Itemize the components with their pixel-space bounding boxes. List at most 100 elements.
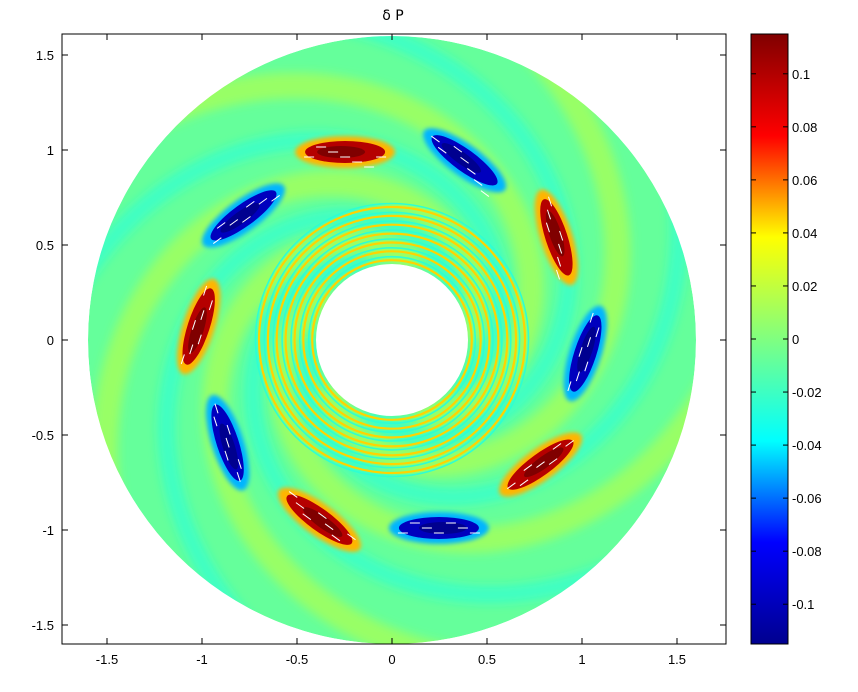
velocity-arrow [548,458,558,465]
velocity-arrow [214,403,219,414]
velocity-arrow [552,443,562,450]
velocity-arrow-group [304,146,387,168]
colorbar-ticks: 0.1 0.08 0.06 0.04 0.02 0 -0.02 -0.04 -0.06 -0.08… [751,67,822,612]
velocity-arrow [557,256,562,267]
colorbar-tick-label: -0.04 [792,438,822,453]
velocity-arrow [258,197,268,205]
colorbar-tick-label: 0.1 [792,67,810,82]
velocity-arrow [546,209,552,220]
velocity-arrow-group [431,135,490,197]
velocity-arrow [226,424,231,435]
velocity-arrow [437,146,447,154]
velocity-arrow-group [397,522,480,534]
y-tick-label: 0.5 [36,238,54,253]
velocity-arrow [324,523,334,531]
velocity-arrow [555,269,561,280]
velocity-arrow [584,361,589,372]
inner-ring [257,205,527,475]
colorbar-tick-label: -0.06 [792,491,822,506]
velocity-arrow-group [545,196,564,280]
inner-ring-trough [272,220,512,460]
inner-ring [284,232,500,448]
velocity-arrow-group [180,285,213,365]
x-tick-label: -0.5 [286,652,308,667]
velocity-arrow [200,310,205,320]
inner-ring [311,259,473,421]
x-tick-label: -1 [196,652,208,667]
velocity-arrow [507,482,516,490]
velocity-arrow [180,354,185,365]
velocity-arrow [589,312,594,323]
velocity-arrow-group [212,194,280,244]
velocity-arrow-group [567,312,600,392]
velocity-arrow [331,534,341,542]
plot-area: -1.5 -1 -0.5 0 0.5 1 1.5 -1.5 -1 -0.5 0 0.5 1 1.5 [32,33,727,667]
velocity-arrow [523,464,533,471]
velocity-arrow [480,190,490,197]
velocity-arrow [229,219,239,226]
high-pressure-lobe [177,278,221,375]
velocity-arrow [224,450,229,461]
low-pressure-lobe [388,512,489,544]
inner-ring [275,223,509,457]
y-tick-label: 1.5 [36,48,54,63]
inner-ring-trough [281,229,503,451]
velocity-arrow [575,371,580,382]
inner-ring [266,214,518,466]
low-pressure-lobe [563,305,607,402]
velocity-arrow [237,459,242,469]
y-tick-label: -1 [42,523,54,538]
y-tick-label: -0.5 [32,428,54,443]
velocity-arrow [189,344,194,355]
pressure-field [88,36,696,644]
velocity-arrow [236,472,241,482]
x-tick-label: -1.5 [96,652,118,667]
velocity-arrow [208,300,213,311]
velocity-arrow [565,440,574,447]
pressure-lobes [177,128,607,552]
colorbar-tick-label: 0.04 [792,226,817,241]
velocity-arrow [567,381,572,392]
colorbar-tick-label: 0.08 [792,120,817,135]
x-axis-ticks: -1.5 -1 -0.5 0 0.5 1 1.5 [96,34,686,667]
colorbar-tick-label: 0 [792,332,799,347]
velocity-arrow [216,222,226,229]
velocity-arrow [347,533,356,541]
velocity-arrow [213,416,218,427]
velocity-arrow [559,230,564,241]
colorbar: 0.1 0.08 0.06 0.04 0.02 0 -0.02 -0.04 -0.06 -0.08… [750,33,822,645]
inner-ring-trough [254,202,530,478]
velocity-arrow [453,145,463,153]
velocity-arrow [431,135,440,143]
velocity-arrow [519,479,529,487]
velocity-arrow-group [507,440,574,490]
inner-ring-trough [298,247,485,433]
high-pressure-lobe [295,136,396,168]
velocity-arrow [317,512,327,519]
velocity-arrow [212,237,222,244]
x-tick-label: 1.5 [668,652,686,667]
colorbar-tick-label: 0.06 [792,173,817,188]
velocity-arrow [545,222,550,233]
velocity-arrow-group [213,403,242,482]
velocity-arrow [225,437,230,448]
x-tick-label: 1 [578,652,585,667]
inner-ring-trough [263,211,521,469]
y-tick-label: -1.5 [32,618,54,633]
inner-ring [293,241,491,439]
velocity-arrow [295,502,305,509]
velocity-arrows [180,135,600,542]
velocity-arrow [578,347,583,357]
high-pressure-lobe [534,189,579,286]
velocity-arrow-group [288,491,356,542]
velocity-arrow [536,461,545,468]
velocity-arrow [242,216,251,223]
inner-rings [254,202,530,478]
velocity-arrow [245,200,255,208]
y-axis-ticks: -1.5 -1 -0.5 0 0.5 1 1.5 [32,48,726,633]
velocity-arrow [473,179,483,186]
velocity-arrow [467,168,476,175]
velocity-arrow [558,243,563,254]
colorbar-tick-label: -0.08 [792,544,822,559]
